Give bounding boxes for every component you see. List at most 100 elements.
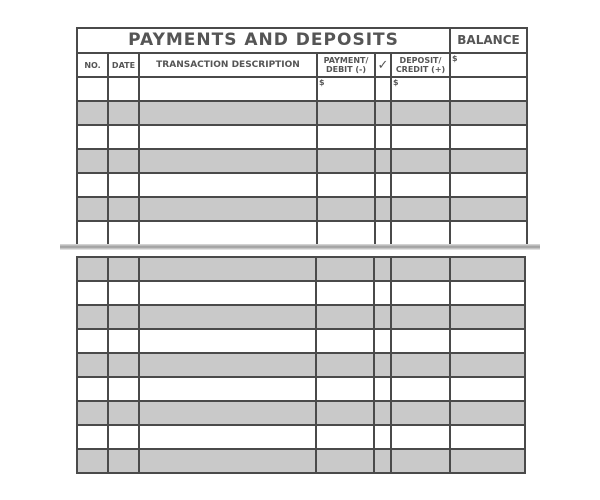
no-cell[interactable] [76,148,109,174]
no-cell[interactable] [76,100,109,126]
check-cell[interactable] [374,196,392,222]
balance-cell[interactable] [449,280,526,306]
check-cell[interactable] [373,448,392,474]
payment-cell[interactable] [316,124,376,150]
date-cell[interactable] [107,400,140,426]
description-cell[interactable] [138,100,318,126]
description-cell[interactable] [138,376,317,402]
check-cell[interactable] [373,280,392,306]
payment-cell[interactable] [315,256,375,282]
check-cell[interactable] [374,124,392,150]
description-cell[interactable] [138,328,317,354]
no-cell[interactable] [76,196,109,222]
description-cell[interactable] [138,352,317,378]
date-cell[interactable] [107,352,140,378]
description-cell[interactable] [138,196,318,222]
payment-cell[interactable] [316,100,376,126]
no-cell[interactable] [76,424,109,450]
balance-cell[interactable] [449,220,528,246]
payment-cell[interactable] [315,280,375,306]
no-cell[interactable] [76,352,109,378]
no-cell[interactable] [76,304,109,330]
check-cell[interactable] [373,352,392,378]
check-cell[interactable] [373,400,392,426]
date-cell[interactable] [107,172,140,198]
balance-cell[interactable] [449,124,528,150]
description-cell[interactable] [138,172,318,198]
check-cell[interactable] [373,328,392,354]
no-cell[interactable] [76,280,109,306]
payment-cell[interactable] [315,448,375,474]
date-cell[interactable] [107,148,140,174]
no-cell[interactable] [76,172,109,198]
no-cell[interactable] [76,124,109,150]
check-cell[interactable] [373,304,392,330]
date-cell[interactable] [107,280,140,306]
payment-cell[interactable] [315,376,375,402]
description-cell[interactable] [138,124,318,150]
balance-cell[interactable] [449,148,528,174]
check-cell[interactable] [373,256,392,282]
payment-cell[interactable]: $ [316,76,376,102]
deposit-cell[interactable] [390,148,451,174]
payment-cell[interactable] [315,352,375,378]
deposit-cell[interactable] [390,280,451,306]
description-cell[interactable] [138,400,317,426]
payment-cell[interactable] [315,424,375,450]
deposit-cell[interactable] [390,448,451,474]
balance-cell[interactable] [449,256,526,282]
payment-cell[interactable] [316,172,376,198]
description-cell[interactable] [138,220,318,246]
description-cell[interactable] [138,304,317,330]
description-cell[interactable] [138,280,317,306]
no-cell[interactable] [76,256,109,282]
deposit-cell[interactable] [390,196,451,222]
description-cell[interactable] [138,256,317,282]
balance-cell[interactable] [449,304,526,330]
date-cell[interactable] [107,304,140,330]
payment-cell[interactable] [315,400,375,426]
payment-cell[interactable] [316,220,376,246]
payment-cell[interactable] [316,196,376,222]
deposit-cell[interactable] [390,304,451,330]
deposit-cell[interactable] [390,352,451,378]
deposit-cell[interactable] [390,256,451,282]
description-cell[interactable] [138,424,317,450]
check-cell[interactable] [374,76,392,102]
check-cell[interactable] [373,424,392,450]
date-cell[interactable] [107,328,140,354]
payment-cell[interactable] [315,304,375,330]
check-cell[interactable] [373,376,392,402]
date-cell[interactable] [107,424,140,450]
balance-cell[interactable] [449,376,526,402]
deposit-cell[interactable] [390,172,451,198]
deposit-cell[interactable] [390,400,451,426]
payment-cell[interactable] [315,328,375,354]
date-cell[interactable] [107,76,140,102]
balance-cell[interactable] [449,196,528,222]
date-cell[interactable] [107,256,140,282]
no-cell[interactable] [76,220,109,246]
deposit-cell[interactable] [390,100,451,126]
balance-cell[interactable] [449,172,528,198]
deposit-cell[interactable] [390,424,451,450]
deposit-cell[interactable]: $ [390,76,451,102]
check-cell[interactable] [374,172,392,198]
date-cell[interactable] [107,196,140,222]
balance-cell[interactable] [449,448,526,474]
no-cell[interactable] [76,376,109,402]
no-cell[interactable] [76,448,109,474]
date-cell[interactable] [107,124,140,150]
no-cell[interactable] [76,76,109,102]
balance-cell[interactable] [449,328,526,354]
deposit-cell[interactable] [390,124,451,150]
payment-cell[interactable] [316,148,376,174]
check-cell[interactable] [374,148,392,174]
check-cell[interactable] [374,100,392,126]
date-cell[interactable] [107,220,140,246]
deposit-cell[interactable] [390,220,451,246]
date-cell[interactable] [107,376,140,402]
date-cell[interactable] [107,448,140,474]
description-cell[interactable] [138,448,317,474]
deposit-cell[interactable] [390,376,451,402]
